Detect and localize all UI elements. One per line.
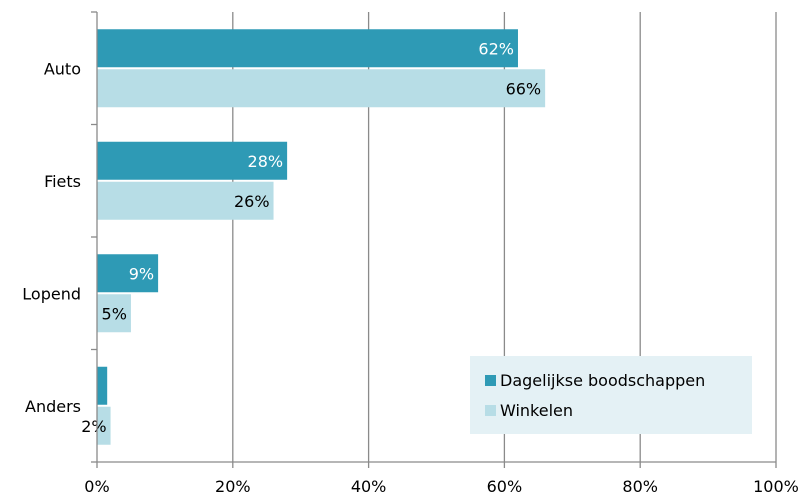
bar xyxy=(97,406,111,445)
bar xyxy=(97,141,288,180)
data-label: 9% xyxy=(129,264,154,283)
legend-swatch xyxy=(485,375,496,386)
category-label: Anders xyxy=(25,397,81,416)
x-tick-label: 20% xyxy=(215,477,251,496)
x-tick-label: 80% xyxy=(622,477,658,496)
bar xyxy=(97,294,131,333)
x-tick-label: 60% xyxy=(487,477,523,496)
bar xyxy=(97,254,159,293)
axes: 0% 20% 40% 60% 80% 100% Auto Fiets Lopend Anders xyxy=(22,11,799,496)
bar xyxy=(97,69,546,108)
legend: Dagelijkse boodschappen Winkelen xyxy=(470,356,752,434)
bar xyxy=(97,29,518,68)
bar xyxy=(97,181,274,220)
x-tick-label: 100% xyxy=(753,477,799,496)
data-label: 2% xyxy=(81,417,106,436)
bars: 62% 66% 28% 26% 9% 5% 2% xyxy=(81,29,546,445)
data-label: 28% xyxy=(248,152,284,171)
data-label: 5% xyxy=(102,304,127,323)
category-label: Auto xyxy=(44,59,81,78)
data-label: 66% xyxy=(506,79,542,98)
bar xyxy=(97,366,108,405)
legend-swatch xyxy=(485,405,496,416)
data-label: 26% xyxy=(234,192,270,211)
category-label: Fiets xyxy=(44,172,81,191)
x-tick-label: 0% xyxy=(84,477,109,496)
category-label: Lopend xyxy=(22,284,81,303)
data-label: 62% xyxy=(478,39,514,58)
x-tick-label: 40% xyxy=(351,477,387,496)
legend-box xyxy=(470,356,752,434)
legend-label: Dagelijkse boodschappen xyxy=(500,371,705,390)
legend-label: Winkelen xyxy=(500,401,573,420)
